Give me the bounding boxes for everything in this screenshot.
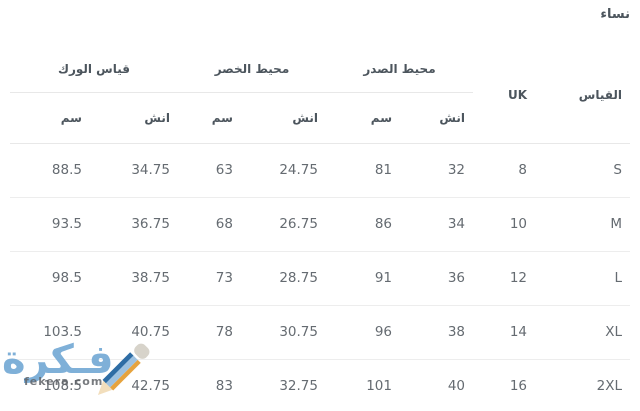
table-row: 2XL 16 40 101 32.75 83 42.75 108.5	[9, 359, 630, 411]
cell-uk: 12	[473, 251, 535, 306]
col-header-uk: UK	[473, 47, 535, 144]
table-row: S 8 32 81 24.75 63 34.75 88.5	[9, 143, 630, 198]
unit-header-hip-cm: سم	[9, 92, 90, 144]
cell-uk: 16	[473, 359, 535, 411]
cell-chest-inch: 34	[400, 197, 473, 252]
cell-hip-inch: 42.75	[89, 359, 178, 411]
col-header-size: القياس	[535, 47, 630, 144]
cell-hip-cm: 93.5	[9, 197, 90, 252]
cell-hip-inch: 40.75	[89, 305, 178, 360]
cell-chest-cm: 91	[325, 251, 400, 306]
cell-hip-inch: 34.75	[89, 143, 178, 198]
cell-waist-inch: 26.75	[240, 197, 326, 252]
cell-hip-cm: 108.5	[9, 359, 90, 411]
cell-chest-cm: 86	[325, 197, 400, 252]
cell-uk: 8	[473, 143, 535, 198]
group-header-hip: قياس الورك	[9, 47, 178, 93]
cell-size: M	[535, 197, 630, 252]
cell-hip-inch: 38.75	[89, 251, 178, 306]
cell-waist-inch: 32.75	[240, 359, 326, 411]
page-title: نساء	[600, 7, 630, 22]
cell-chest-inch: 32	[400, 143, 473, 198]
cell-hip-cm: 88.5	[9, 143, 90, 198]
cell-chest-inch: 40	[400, 359, 473, 411]
cell-waist-inch: 30.75	[240, 305, 326, 360]
cell-chest-inch: 36	[400, 251, 473, 306]
cell-size: L	[535, 251, 630, 306]
cell-waist-cm: 68	[177, 197, 241, 252]
table-row: XL 14 38 96 30.75 78 40.75 103.5	[9, 305, 630, 360]
unit-header-waist-cm: سم	[177, 92, 241, 144]
unit-header-chest-cm: سم	[325, 92, 400, 144]
group-header-chest: محيط الصدر	[325, 47, 473, 93]
cell-chest-cm: 81	[325, 143, 400, 198]
cell-hip-cm: 103.5	[9, 305, 90, 360]
table-row: L 12 36 91 28.75 73 38.75 98.5	[9, 251, 630, 306]
cell-waist-cm: 83	[177, 359, 241, 411]
group-header-row: القياس UK محيط الصدر محيط الخصر قياس الو…	[9, 47, 630, 144]
size-chart-table: القياس UK محيط الصدر محيط الخصر قياس الو…	[9, 47, 630, 411]
cell-uk: 14	[473, 305, 535, 360]
cell-size: XL	[535, 305, 630, 360]
cell-chest-cm: 101	[325, 359, 400, 411]
table-row: M 10 34 86 26.75 68 36.75 93.5	[9, 197, 630, 252]
cell-waist-inch: 28.75	[240, 251, 326, 306]
cell-waist-cm: 63	[177, 143, 241, 198]
cell-chest-cm: 96	[325, 305, 400, 360]
cell-waist-inch: 24.75	[240, 143, 326, 198]
cell-uk: 10	[473, 197, 535, 252]
cell-size: 2XL	[535, 359, 630, 411]
unit-header-hip-inch: انش	[89, 92, 178, 144]
cell-chest-inch: 38	[400, 305, 473, 360]
group-header-waist: محيط الخصر	[177, 47, 326, 93]
unit-header-waist-inch: انش	[240, 92, 326, 144]
cell-waist-cm: 73	[177, 251, 241, 306]
cell-size: S	[535, 143, 630, 198]
cell-hip-inch: 36.75	[89, 197, 178, 252]
unit-header-row: انش سم انش سم انش سم	[9, 92, 630, 144]
cell-waist-cm: 78	[177, 305, 241, 360]
unit-header-chest-inch: انش	[400, 92, 473, 144]
cell-hip-cm: 98.5	[9, 251, 90, 306]
